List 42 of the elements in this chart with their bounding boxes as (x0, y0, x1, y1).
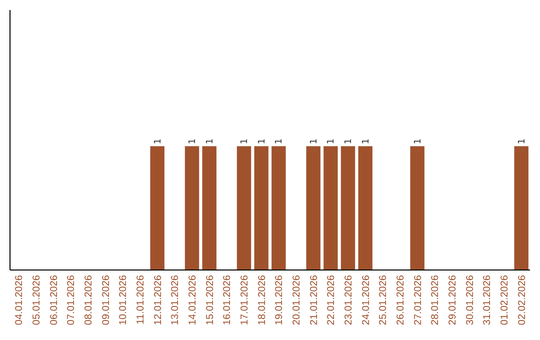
x-tick-label: 17.01.2026 (240, 274, 250, 326)
data-label: 1 (344, 138, 354, 144)
x-tick-label: 26.01.2026 (396, 274, 406, 326)
data-label: 1 (257, 138, 268, 144)
x-tick-label: 04.01.2026 (14, 274, 26, 326)
x-tick-label: 22.01.2026 (326, 274, 338, 326)
x-tick-label: 05.01.2026 (32, 274, 42, 326)
data-label: 1 (517, 138, 528, 144)
x-tick-label: 23.01.2026 (344, 274, 354, 326)
x-tick-label: 16.01.2026 (222, 274, 234, 326)
data-label: 1 (188, 138, 198, 144)
data-label: 1 (361, 138, 372, 144)
x-tick-label: 30.01.2026 (464, 274, 476, 326)
x-tick-label: 12.01.2026 (152, 274, 164, 326)
x-tick-label: 10.01.2026 (118, 274, 130, 326)
x-tick-label: 19.01.2026 (274, 274, 286, 326)
x-tick-label: 02.02.2026 (516, 274, 528, 326)
x-tick-label: 31.01.2026 (482, 274, 494, 326)
x-tick-label: 20.01.2026 (292, 274, 302, 326)
data-label: 1 (240, 138, 250, 144)
x-tick-label: 25.01.2026 (378, 274, 390, 326)
x-tick-label: 01.02.2026 (500, 274, 510, 326)
data-label: 1 (274, 138, 285, 144)
data-label: 1 (309, 138, 320, 144)
data-label: 1 (413, 138, 424, 144)
x-tick-label: 14.01.2026 (188, 274, 198, 326)
x-tick-label: 29.01.2026 (448, 274, 458, 326)
x-tick-label: 28.01.2026 (430, 274, 442, 326)
x-tick-label: 07.01.2026 (66, 274, 78, 326)
data-label: 1 (153, 138, 164, 144)
x-tick-label: 18.01.2026 (256, 274, 268, 326)
data-label: 1 (326, 138, 337, 144)
x-tick-label: 24.01.2026 (360, 274, 372, 326)
x-tick-label: 09.01.2026 (100, 274, 112, 326)
x-tick-label: 11.01.2026 (136, 274, 146, 324)
x-tick-label: 27.01.2026 (412, 274, 424, 326)
x-tick-label: 08.01.2026 (84, 274, 94, 326)
x-tick-label: 13.01.2026 (170, 274, 182, 326)
data-label: 1 (205, 138, 216, 144)
x-tick-label: 21.01.2026 (308, 274, 320, 326)
x-tick-label: 06.01.2026 (48, 274, 60, 326)
x-tick-label: 15.01.2026 (204, 274, 216, 326)
